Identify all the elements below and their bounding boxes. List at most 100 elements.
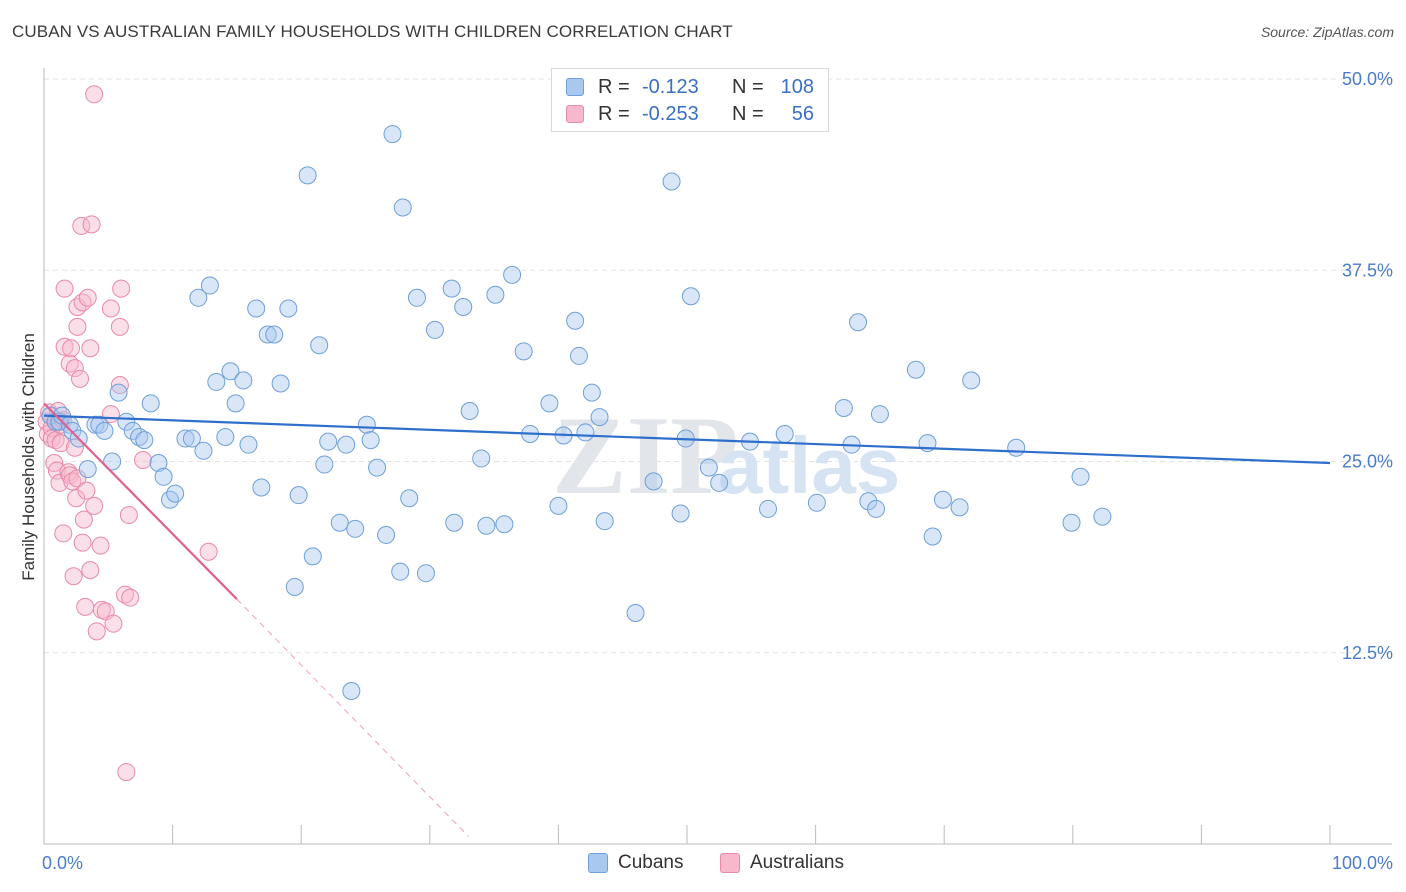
cubans-point <box>368 458 387 477</box>
cubans-point <box>78 460 97 479</box>
cubans-point <box>710 473 729 492</box>
legend-label-australians: Australians <box>750 852 844 873</box>
cubans-point <box>391 562 410 581</box>
cubans-point <box>182 429 201 448</box>
australians-point <box>91 536 110 555</box>
cubans-point <box>90 415 109 434</box>
australians-point <box>67 489 86 508</box>
cubans-point <box>252 478 271 497</box>
legend-item-australians[interactable]: Australians <box>720 852 844 874</box>
y-tick-labels: 12.5% 25.0% 37.5% 50.0% <box>1342 69 1393 663</box>
australians-point <box>71 369 90 388</box>
cubans-point <box>109 383 128 402</box>
stats-box: R = -0.123 N = 108 R = -0.253 N = 56 <box>551 68 829 132</box>
cubans-point <box>681 287 700 306</box>
cubans-point <box>662 172 681 191</box>
cubans-point <box>154 467 173 486</box>
australians-point <box>55 337 74 356</box>
cubans-point <box>486 285 505 304</box>
cubans-trend-line <box>43 414 1331 465</box>
cubans-point <box>590 408 609 427</box>
cubans-point <box>357 415 376 434</box>
australians-point <box>134 450 153 469</box>
cubans-point <box>342 682 361 700</box>
australians-point <box>121 588 140 607</box>
legend-item-cubans[interactable]: Cubans <box>588 852 684 874</box>
y-axis-label: Family Households with Children <box>19 333 38 581</box>
n-value: 108 <box>780 75 814 98</box>
watermark-zip: ZIP <box>552 394 739 518</box>
cubans-point <box>950 498 969 517</box>
chart-title: CUBAN VS AUSTRALIAN FAMILY HOUSEHOLDS WI… <box>12 22 733 41</box>
australians-point <box>110 317 129 336</box>
cubans-point <box>130 428 149 447</box>
legend-label-cubans: Cubans <box>618 852 684 873</box>
r-label: R = <box>598 102 630 125</box>
cubans-point <box>576 423 595 442</box>
cubans-point <box>285 577 304 596</box>
australians-point <box>78 288 97 307</box>
y-tick-label: 25.0% <box>1342 452 1393 472</box>
australians-point <box>199 542 218 561</box>
cubans-point <box>221 362 240 381</box>
cubans-point <box>189 288 208 307</box>
cubans-point <box>454 297 473 316</box>
cubans-point <box>1062 513 1081 532</box>
australians-point <box>82 215 101 234</box>
cubans-point <box>849 313 868 332</box>
cubans-point <box>234 371 253 390</box>
stats-row-australians: R = -0.253 N = 56 <box>566 101 814 127</box>
cubans-point <box>759 499 778 518</box>
source-label: Source: ZipAtlas.com <box>1260 24 1394 40</box>
trend-lines <box>43 402 1331 837</box>
cubans-point <box>247 299 266 318</box>
cubans-point <box>416 564 435 583</box>
cubans-point <box>445 513 464 532</box>
cubans-point <box>503 265 522 284</box>
cubans-legend-swatch <box>588 853 608 873</box>
australians-point <box>59 463 78 482</box>
watermark-atlas: atlas <box>718 421 900 510</box>
cubans-point <box>161 490 180 509</box>
cubans-point <box>176 429 195 448</box>
cubans-point <box>859 492 878 511</box>
cubans-point <box>626 603 645 622</box>
australians-point <box>65 359 84 378</box>
australians-point <box>87 622 106 641</box>
cubans-point <box>1093 507 1112 526</box>
cubans-point <box>216 428 235 447</box>
cubans-point <box>477 516 496 535</box>
n-value: 56 <box>791 102 814 125</box>
cubans-point <box>95 421 114 440</box>
cubans-point <box>442 279 461 298</box>
australians-legend-swatch <box>720 853 740 873</box>
x-tick-label: 100.0% <box>1332 853 1393 873</box>
cubans-point <box>1071 467 1090 486</box>
australians-point <box>85 496 104 515</box>
australians-point <box>110 376 129 394</box>
gridlines <box>44 78 1392 654</box>
watermark: ZIP atlas <box>552 394 900 518</box>
r-value: -0.123 <box>642 75 699 98</box>
cubans-point <box>383 125 402 144</box>
cubans-point <box>141 394 160 413</box>
y-tick-label: 50.0% <box>1342 69 1393 89</box>
cubans-point <box>407 288 426 307</box>
cubans-point <box>194 441 213 460</box>
cubans-point <box>962 371 981 390</box>
australians-point <box>51 434 70 453</box>
cubans-point <box>315 455 334 474</box>
cubans-point <box>258 325 277 344</box>
cubans-point <box>166 484 185 503</box>
cubans-point <box>200 276 219 295</box>
australians-point <box>74 510 93 529</box>
cubans-point <box>135 431 154 450</box>
cubans-point <box>923 527 942 546</box>
australians-point <box>63 472 82 491</box>
cubans-point <box>460 402 479 421</box>
australians-point <box>68 317 87 336</box>
x-tick-label: 0.0% <box>42 853 83 873</box>
australians-point <box>54 524 73 543</box>
cubans-point <box>319 432 338 451</box>
